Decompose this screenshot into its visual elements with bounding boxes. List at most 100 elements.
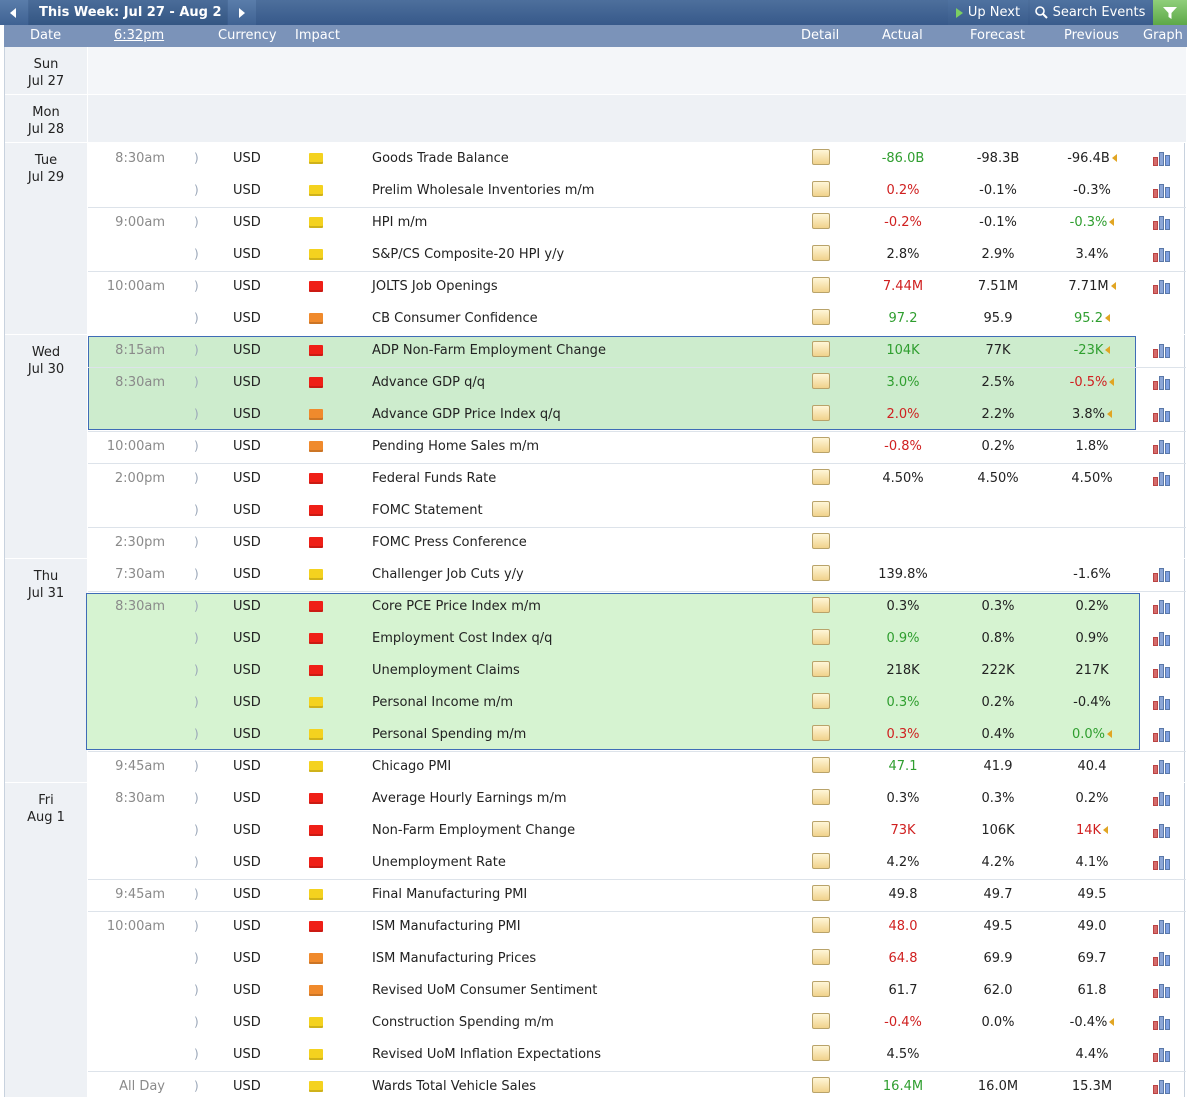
sound-icon[interactable]: ) (194, 247, 199, 261)
detail-icon[interactable] (812, 821, 830, 837)
graph-icon[interactable] (1153, 661, 1171, 679)
graph-icon[interactable] (1153, 693, 1171, 711)
event-title[interactable]: Advance GDP Price Index q/q (372, 407, 561, 422)
up-next-button[interactable]: Up Next (948, 0, 1028, 25)
revised-icon[interactable] (1109, 218, 1115, 226)
sound-icon[interactable]: ) (194, 279, 199, 293)
event-row[interactable]: ) USD FOMC Statement (88, 495, 1186, 527)
event-title[interactable]: Personal Spending m/m (372, 727, 527, 742)
event-title[interactable]: Core PCE Price Index m/m (372, 599, 541, 614)
detail-icon[interactable] (812, 437, 830, 453)
event-title[interactable]: ISM Manufacturing PMI (372, 919, 521, 934)
graph-icon[interactable] (1153, 277, 1171, 295)
sound-icon[interactable]: ) (194, 791, 199, 805)
impact-folder-icon[interactable] (309, 473, 323, 484)
sound-icon[interactable]: ) (194, 599, 199, 613)
event-title[interactable]: Goods Trade Balance (372, 151, 509, 166)
graph-icon[interactable] (1153, 405, 1171, 423)
sound-icon[interactable]: ) (194, 567, 199, 581)
impact-folder-icon[interactable] (309, 569, 323, 580)
impact-folder-icon[interactable] (309, 825, 323, 836)
event-row[interactable]: ) USD Construction Spending m/m -0.4% 0.0% -0… (88, 1007, 1186, 1039)
graph-icon[interactable] (1153, 213, 1171, 231)
sound-icon[interactable]: ) (194, 1079, 199, 1093)
detail-icon[interactable] (812, 725, 830, 741)
detail-icon[interactable] (812, 149, 830, 165)
next-week-button[interactable] (228, 0, 256, 25)
event-row[interactable]: 2:00pm) USD Federal Funds Rate 4.50% 4.50% 4.… (88, 463, 1186, 495)
sound-icon[interactable]: ) (194, 151, 199, 165)
impact-folder-icon[interactable] (309, 441, 323, 452)
impact-folder-icon[interactable] (309, 985, 323, 996)
impact-folder-icon[interactable] (309, 601, 323, 612)
sound-icon[interactable]: ) (194, 439, 199, 453)
graph-icon[interactable] (1153, 469, 1171, 487)
detail-icon[interactable] (812, 789, 830, 805)
event-row[interactable]: 10:00am) USD JOLTS Job Openings 7.44M 7.51M 7… (88, 271, 1186, 303)
event-title[interactable]: Revised UoM Consumer Sentiment (372, 983, 598, 998)
sound-icon[interactable]: ) (194, 855, 199, 869)
event-title[interactable]: S&P/CS Composite-20 HPI y/y (372, 247, 565, 262)
graph-icon[interactable] (1153, 1045, 1171, 1063)
event-row[interactable]: 8:15am) USD ADP Non-Farm Employment Change… (88, 335, 1186, 367)
impact-folder-icon[interactable] (309, 793, 323, 804)
event-title[interactable]: Construction Spending m/m (372, 1015, 554, 1030)
sound-icon[interactable]: ) (194, 375, 199, 389)
event-title[interactable]: Revised UoM Inflation Expectations (372, 1047, 602, 1062)
search-events-button[interactable]: Search Events (1030, 0, 1150, 25)
event-title[interactable]: Prelim Wholesale Inventories m/m (372, 183, 595, 198)
sound-icon[interactable]: ) (194, 215, 199, 229)
event-title[interactable]: Federal Funds Rate (372, 471, 497, 486)
graph-icon[interactable] (1153, 981, 1171, 999)
sound-icon[interactable]: ) (194, 407, 199, 421)
impact-folder-icon[interactable] (309, 185, 323, 196)
event-row[interactable]: ) USD Unemployment Rate 4.2% 4.2% 4.1% (88, 847, 1186, 879)
event-row[interactable]: 8:30am) USD Goods Trade Balance -86.0B -98.3… (88, 143, 1186, 175)
sound-icon[interactable]: ) (194, 951, 199, 965)
detail-icon[interactable] (812, 405, 830, 421)
graph-icon[interactable] (1153, 789, 1171, 807)
event-title[interactable]: Unemployment Claims (372, 663, 520, 678)
sound-icon[interactable]: ) (194, 887, 199, 901)
event-title[interactable]: FOMC Press Conference (372, 535, 527, 550)
detail-icon[interactable] (812, 469, 830, 485)
graph-icon[interactable] (1153, 565, 1171, 583)
detail-icon[interactable] (812, 693, 830, 709)
event-row[interactable]: ) USD Personal Spending m/m 0.3% 0.4% 0.0% (88, 719, 1186, 751)
event-title[interactable]: ISM Manufacturing Prices (372, 951, 537, 966)
event-title[interactable]: Employment Cost Index q/q (372, 631, 553, 646)
graph-icon[interactable] (1153, 181, 1171, 199)
detail-icon[interactable] (812, 565, 830, 581)
impact-folder-icon[interactable] (309, 633, 323, 644)
event-row[interactable]: 8:30am) USD Core PCE Price Index m/m 0.3% 0.… (88, 591, 1186, 623)
event-title[interactable]: FOMC Statement (372, 503, 483, 518)
sound-icon[interactable]: ) (194, 471, 199, 485)
revised-icon[interactable] (1105, 346, 1111, 354)
impact-folder-icon[interactable] (309, 921, 323, 932)
impact-folder-icon[interactable] (309, 249, 323, 260)
graph-icon[interactable] (1153, 1077, 1171, 1095)
revised-icon[interactable] (1107, 730, 1113, 738)
impact-folder-icon[interactable] (309, 313, 323, 324)
detail-icon[interactable] (812, 597, 830, 613)
prev-week-button[interactable] (0, 0, 28, 25)
event-title[interactable]: Pending Home Sales m/m (372, 439, 540, 454)
event-title[interactable]: HPI m/m (372, 215, 428, 230)
event-row[interactable]: ) USD Non-Farm Employment Change 73K 106K 14K (88, 815, 1186, 847)
event-title[interactable]: Challenger Job Cuts y/y (372, 567, 524, 582)
detail-icon[interactable] (812, 1045, 830, 1061)
impact-folder-icon[interactable] (309, 377, 323, 388)
graph-icon[interactable] (1153, 853, 1171, 871)
revised-icon[interactable] (1107, 410, 1113, 418)
event-title[interactable]: Unemployment Rate (372, 855, 506, 870)
event-row[interactable]: ) USD Unemployment Claims 218K 222K 217K (88, 655, 1186, 687)
sound-icon[interactable]: ) (194, 823, 199, 837)
event-title[interactable]: ADP Non-Farm Employment Change (372, 343, 606, 358)
revised-icon[interactable] (1103, 826, 1109, 834)
revised-icon[interactable] (1110, 282, 1116, 290)
graph-icon[interactable] (1153, 917, 1171, 935)
graph-icon[interactable] (1153, 821, 1171, 839)
detail-icon[interactable] (812, 1077, 830, 1093)
impact-folder-icon[interactable] (309, 665, 323, 676)
event-title[interactable]: Wards Total Vehicle Sales (372, 1079, 536, 1094)
